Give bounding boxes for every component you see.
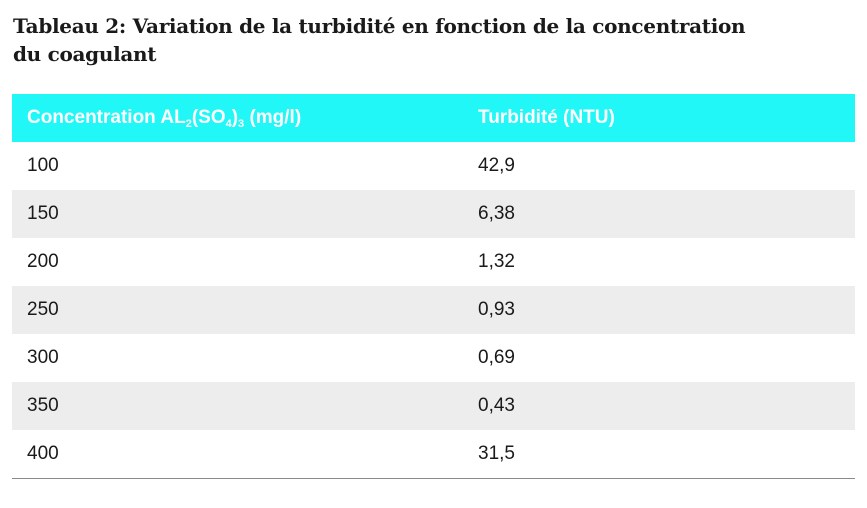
cell-concentration: 300 bbox=[27, 347, 59, 368]
table-header-row: Concentration AL2(SO4)3 (mg/l) Turbidité… bbox=[12, 94, 855, 142]
table-row: 250 0,93 bbox=[12, 286, 855, 334]
cell-concentration: 350 bbox=[27, 395, 59, 416]
table-row: 100 42,9 bbox=[12, 142, 855, 190]
cell-turbidity: 0,69 bbox=[478, 347, 515, 368]
header-concentration-close: ) bbox=[231, 107, 239, 128]
cell-concentration: 150 bbox=[27, 203, 59, 224]
table-bottom-rule bbox=[12, 478, 855, 479]
table-row: 350 0,43 bbox=[12, 382, 855, 430]
cell-concentration: 400 bbox=[27, 443, 59, 464]
table-row: 300 0,69 bbox=[12, 334, 855, 382]
cell-concentration: 200 bbox=[27, 251, 59, 272]
header-concentration-unit: (mg/l) bbox=[244, 107, 302, 128]
cell-concentration: 250 bbox=[27, 299, 59, 320]
table-row: 400 31,5 bbox=[12, 430, 855, 478]
header-subscript-3: 3 bbox=[238, 118, 245, 130]
cell-concentration: 100 bbox=[27, 155, 59, 176]
header-concentration: Concentration AL2(SO4)3 (mg/l) bbox=[12, 107, 478, 130]
cell-turbidity: 42,9 bbox=[478, 155, 515, 176]
data-table: Concentration AL2(SO4)3 (mg/l) Turbidité… bbox=[12, 94, 855, 479]
cell-turbidity: 31,5 bbox=[478, 443, 515, 464]
table-row: 200 1,32 bbox=[12, 238, 855, 286]
header-subscript-2: 2 bbox=[185, 118, 192, 130]
table-title-line-1: Tableau 2: Variation de la turbidité en … bbox=[13, 14, 746, 38]
table-title: Tableau 2: Variation de la turbidité en … bbox=[13, 12, 853, 68]
header-concentration-prefix: Concentration AL bbox=[27, 107, 186, 128]
cell-turbidity: 0,93 bbox=[478, 299, 515, 320]
table-row: 150 6,38 bbox=[12, 190, 855, 238]
header-subscript-4: 4 bbox=[225, 118, 232, 130]
cell-turbidity: 6,38 bbox=[478, 203, 515, 224]
cell-turbidity: 0,43 bbox=[478, 395, 515, 416]
header-turbidity: Turbidité (NTU) bbox=[478, 107, 615, 128]
table-title-line-2: du coagulant bbox=[13, 42, 157, 66]
header-concentration-mid: (SO bbox=[191, 107, 226, 128]
cell-turbidity: 1,32 bbox=[478, 251, 515, 272]
